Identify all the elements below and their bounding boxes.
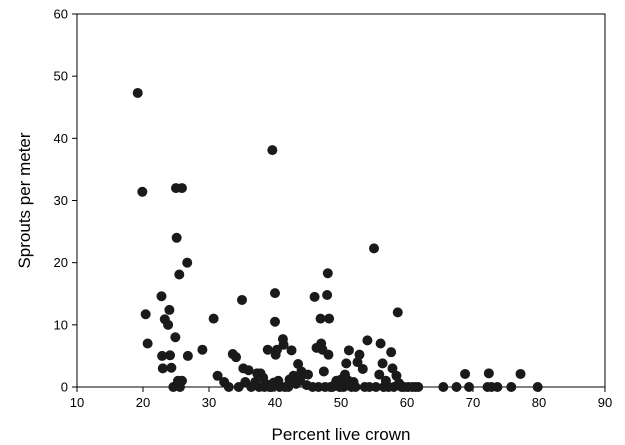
y-axis-ticks: 0 10 20 30 40 50 60 [54, 7, 77, 395]
y-tick-label: 60 [54, 7, 68, 22]
data-point [324, 313, 335, 324]
data-point [171, 232, 182, 243]
x-tick-label: 90 [598, 395, 612, 410]
data-point [132, 87, 143, 98]
data-point [278, 339, 289, 350]
data-point [243, 365, 254, 376]
data-point [182, 350, 193, 361]
y-tick-label: 30 [54, 193, 68, 208]
data-point [387, 363, 398, 374]
data-point [460, 368, 471, 379]
x-tick-label: 30 [202, 395, 216, 410]
data-point [208, 313, 219, 324]
data-point [170, 332, 181, 343]
data-point [137, 186, 148, 197]
data-point [377, 358, 388, 369]
data-point [262, 344, 273, 355]
data-point [438, 382, 449, 392]
x-tick-label: 20 [136, 395, 150, 410]
data-point [322, 268, 333, 279]
data-point [515, 368, 526, 379]
y-axis-title: Sprouts per meter [15, 132, 34, 268]
data-point [237, 294, 247, 305]
data-point [163, 319, 174, 330]
data-point [176, 183, 187, 194]
data-point [506, 382, 517, 392]
x-axis-ticks: 10 20 30 40 50 60 70 80 90 [70, 387, 612, 410]
data-point [451, 382, 462, 392]
data-point [315, 313, 326, 324]
data-point [270, 316, 280, 327]
data-point [174, 269, 185, 280]
data-point [483, 368, 494, 379]
x-tick-label: 50 [334, 395, 348, 410]
data-point [341, 358, 352, 369]
data-point [318, 366, 329, 377]
data-point [156, 291, 167, 302]
x-tick-label: 80 [532, 395, 546, 410]
data-point [354, 349, 365, 360]
y-tick-label: 10 [54, 317, 68, 332]
data-point [142, 338, 153, 349]
data-point [386, 347, 397, 358]
data-point [375, 338, 386, 349]
y-tick-label: 50 [54, 69, 68, 84]
data-point [176, 375, 187, 386]
data-point [231, 352, 242, 363]
data-point [157, 350, 168, 361]
x-tick-label: 40 [268, 395, 282, 410]
plot-frame [76, 13, 606, 388]
data-point [140, 309, 151, 320]
data-point [303, 369, 313, 380]
x-axis-title: Percent live crown [272, 425, 411, 444]
data-point [532, 382, 543, 392]
data-point [223, 382, 234, 392]
data-point [267, 145, 278, 156]
x-tick-label: 60 [400, 395, 414, 410]
data-points [132, 87, 543, 392]
data-point [464, 382, 475, 392]
data-point [343, 345, 354, 356]
data-point [166, 362, 177, 373]
data-point [350, 382, 361, 392]
data-point [197, 344, 208, 355]
data-point [323, 349, 334, 360]
data-point [286, 345, 297, 356]
x-tick-label: 10 [70, 395, 84, 410]
data-point [293, 358, 304, 369]
data-point [270, 288, 280, 299]
data-point [392, 307, 403, 318]
y-tick-label: 20 [54, 255, 68, 270]
x-tick-label: 70 [466, 395, 480, 410]
data-point [357, 363, 368, 374]
data-point [369, 243, 379, 254]
y-tick-label: 40 [54, 131, 68, 146]
data-point [164, 304, 175, 315]
data-point [492, 382, 503, 392]
data-point [370, 382, 381, 392]
data-point [309, 291, 320, 302]
data-point [362, 335, 373, 346]
data-point [212, 370, 223, 381]
y-tick-label: 0 [61, 380, 68, 395]
data-point [374, 369, 385, 380]
data-point [322, 289, 333, 300]
data-point [165, 350, 176, 361]
data-point [182, 257, 193, 268]
data-point [157, 363, 168, 374]
data-point [413, 382, 424, 392]
data-point [283, 382, 294, 392]
